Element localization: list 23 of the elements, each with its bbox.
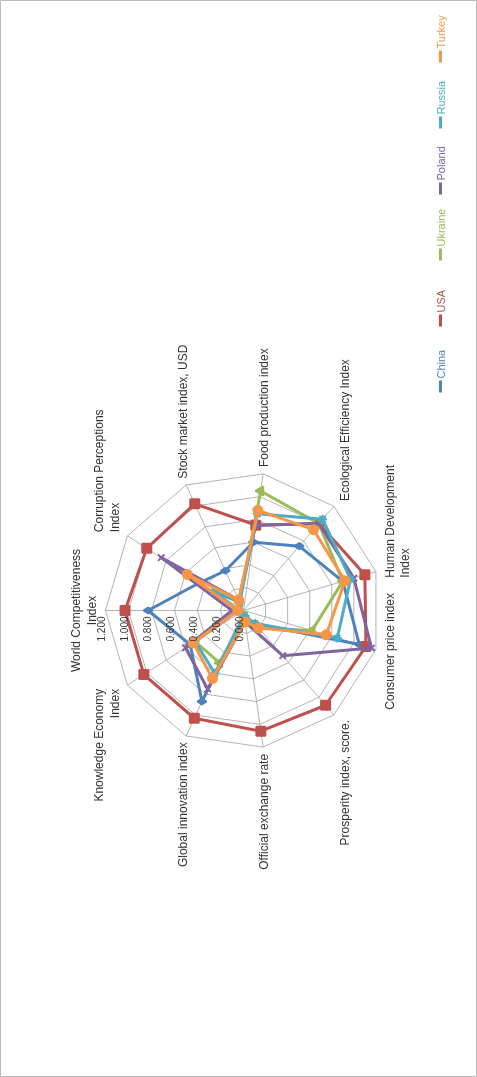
spoke-label: Food production index xyxy=(257,348,272,468)
text: Poland xyxy=(434,146,447,181)
spoke-label: Stock market index, USD xyxy=(176,344,191,479)
spoke-label: Human Development Index xyxy=(382,464,412,578)
y-tick-label: 1.000 xyxy=(118,616,130,642)
y-tick-label: 0.800 xyxy=(141,616,153,642)
y-tick-label: 0.200 xyxy=(210,616,222,642)
y-tick-label: 0.400 xyxy=(187,616,199,642)
text: Turkey xyxy=(434,14,447,49)
y-tick-label: 0.000 xyxy=(233,616,245,642)
spoke-label: Prosperity index, score. xyxy=(338,720,353,846)
spoke-label: Global innovation index xyxy=(176,742,191,868)
spoke-label: Knowledge Economy Index xyxy=(92,688,122,802)
y-tick-label: 1.200 xyxy=(95,616,107,642)
spoke-label: Corruption Perceptions Index xyxy=(92,409,122,533)
text: Ukraine xyxy=(434,208,447,247)
spoke-label: Consumer price index xyxy=(382,592,397,710)
spoke-label: Ecological Efficiency Index xyxy=(338,359,353,501)
y-tick-label: 0.600 xyxy=(164,616,176,642)
text: China xyxy=(434,348,447,379)
text: Russia xyxy=(434,79,447,115)
text: USA xyxy=(434,289,447,313)
spoke-label: Official exchange rate xyxy=(257,753,272,870)
